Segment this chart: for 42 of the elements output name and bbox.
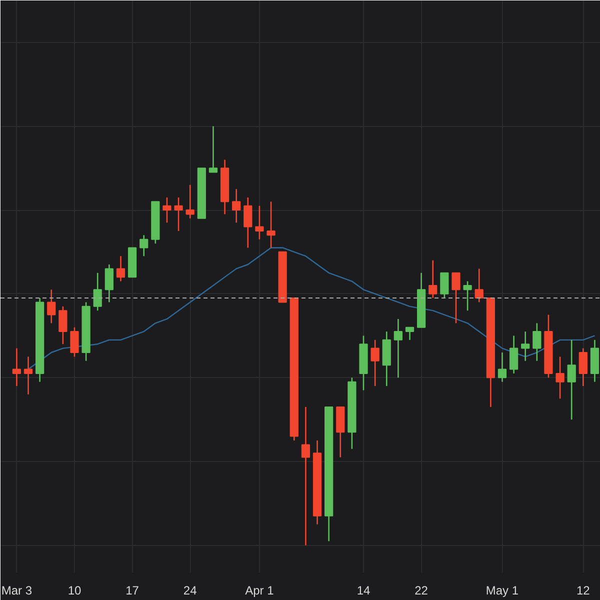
- candlestick: [47, 288, 56, 324]
- candlestick: [58, 306, 68, 345]
- x-tick-label: 17: [126, 584, 140, 598]
- candlestick: [24, 356, 33, 396]
- candlestick: [140, 234, 148, 257]
- candlestick: [244, 196, 252, 248]
- x-tick-label: May 1: [486, 584, 519, 598]
- candlestick: [452, 272, 460, 324]
- candlestick: [255, 205, 264, 240]
- candlestick: [556, 356, 564, 400]
- candlestick: [474, 268, 484, 303]
- x-tick-label: 24: [183, 584, 198, 598]
- candlestick: [405, 326, 414, 341]
- x-tick-label: 12: [576, 584, 590, 598]
- candlestick: [70, 326, 79, 358]
- x-tick-label: 14: [356, 584, 371, 598]
- candlestick: [463, 280, 472, 312]
- candlestick: [232, 188, 241, 224]
- candlestick: [162, 196, 172, 224]
- candlestick: [186, 184, 194, 220]
- candlestick: [521, 330, 530, 362]
- candlestick: [428, 260, 438, 299]
- candlestick: [498, 352, 507, 382]
- candlestick: [12, 348, 21, 387]
- candlestick: [93, 272, 102, 312]
- candlestick: [440, 272, 449, 299]
- x-tick-label: Mar 3: [1, 584, 32, 598]
- candlestick: [567, 339, 576, 420]
- candlestick: [578, 348, 588, 387]
- candlestick: [394, 318, 403, 378]
- candlestick: [509, 335, 518, 374]
- x-tick-label: 22: [414, 584, 428, 598]
- candlestick: [266, 200, 276, 248]
- x-tick-label: Apr 1: [245, 584, 274, 598]
- candlestick: [301, 406, 310, 546]
- candlestick: [104, 264, 114, 303]
- candlestick: [208, 126, 218, 173]
- x-tick-label: 10: [68, 584, 82, 598]
- candlestick: [116, 255, 126, 282]
- candlestick: [370, 339, 380, 387]
- candlestick: [532, 322, 542, 362]
- candlestick: [174, 196, 183, 232]
